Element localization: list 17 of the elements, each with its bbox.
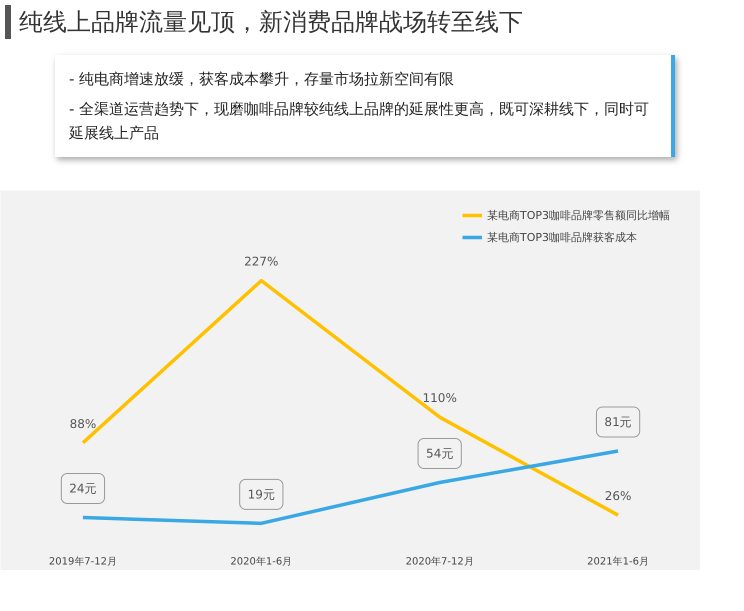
- x-tick-label: 2020年7-12月: [406, 556, 474, 568]
- x-tick-label: 2019年7-12月: [48, 556, 118, 568]
- text: - 全渠道运营趋势下，现磨咖啡品牌较纯线上品牌的延展性更高，既可深耕线下，同时可延展线上产品: [69, 99, 650, 144]
- data-label: 110%: [422, 391, 457, 406]
- x-tick-label: 2020年1-6月: [230, 556, 292, 568]
- data-label: 54元: [426, 446, 454, 460]
- legend-label: 某电商TOP3咖啡品牌零售额同比增幅: [486, 208, 670, 222]
- legend-label: 某电商TOP3咖啡品牌获客成本: [486, 230, 637, 244]
- data-label: 19元: [248, 487, 275, 502]
- data-label: 26%: [604, 489, 632, 504]
- chart-title: 纯线上品牌流量见顶，新消费品牌战场转至线下: [5, 5, 523, 40]
- data-label: 88%: [70, 416, 96, 431]
- text: - 纯电商增速放缓，获客成本攀升，存量市场拉新空间有限: [69, 69, 456, 90]
- data-label: 227%: [244, 254, 278, 269]
- data-label: 81元: [604, 415, 632, 429]
- data-label: 24元: [69, 482, 97, 496]
- x-tick-label: 2021年1-6月: [587, 556, 649, 568]
